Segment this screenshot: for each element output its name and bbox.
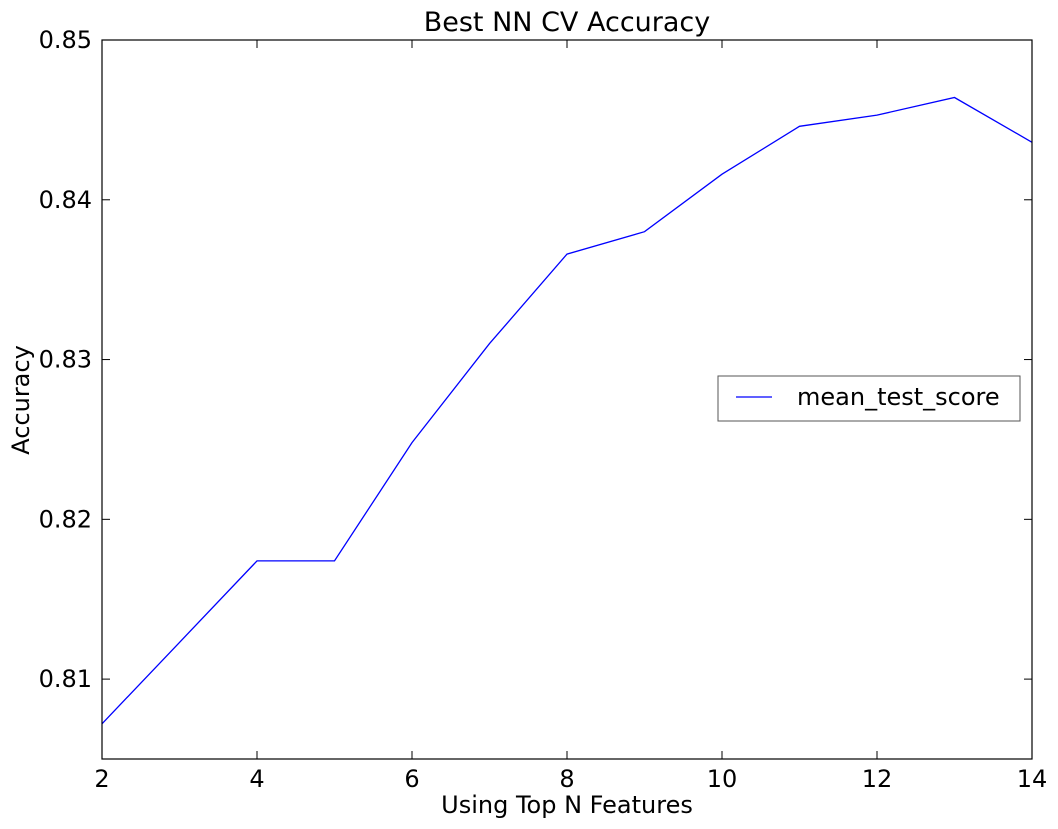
y-tick-label: 0.82 bbox=[39, 505, 92, 533]
y-tick-label: 0.81 bbox=[39, 665, 92, 693]
y-tick-label: 0.84 bbox=[39, 186, 92, 214]
plot-frame bbox=[101, 39, 1033, 760]
x-tick-label: 4 bbox=[249, 765, 264, 793]
x-tick-label: 8 bbox=[559, 765, 574, 793]
x-axis-label: Using Top N Features bbox=[441, 791, 693, 819]
x-tick-label: 10 bbox=[707, 765, 738, 793]
y-tick-label: 0.85 bbox=[39, 26, 92, 54]
y-axis-label: Accuracy bbox=[7, 345, 35, 455]
y-tick-label: 0.83 bbox=[39, 346, 92, 374]
x-tick-label: 2 bbox=[94, 765, 109, 793]
legend-box bbox=[717, 375, 1021, 422]
legend-label: mean_test_score bbox=[797, 383, 1000, 411]
x-tick-label: 12 bbox=[862, 765, 893, 793]
plot-area: 2 4 6 8 10 12 14 0.81 0.82 0.83 0.84 0.85 bbox=[39, 26, 1048, 793]
x-tick-label: 14 bbox=[1017, 765, 1048, 793]
x-tick-label: 6 bbox=[404, 765, 419, 793]
axis-ticks: 2 4 6 8 10 12 14 0.81 0.82 0.83 0.84 0.85 bbox=[39, 26, 1048, 793]
legend: mean_test_score bbox=[717, 375, 1021, 422]
chart-title: Best NN CV Accuracy bbox=[424, 7, 711, 38]
